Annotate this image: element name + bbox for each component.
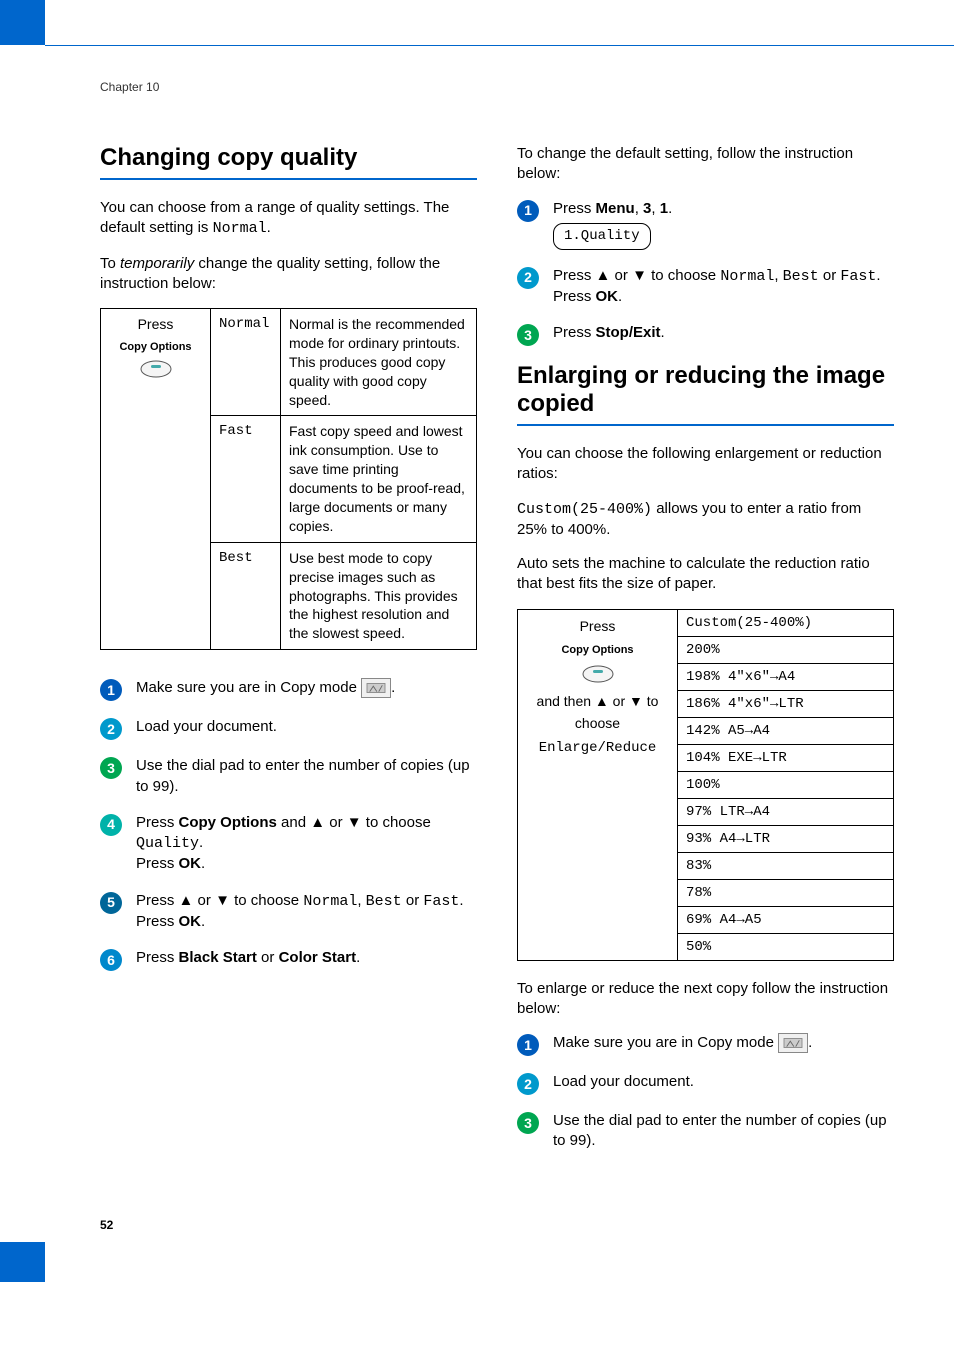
copy-mode-icon xyxy=(778,1033,808,1053)
chapter-label: Chapter 10 xyxy=(100,80,894,94)
step-number-3: 3 xyxy=(100,757,122,779)
step-number-1: 1 xyxy=(100,679,122,701)
copy-options-icon xyxy=(581,664,615,690)
step-text: Make sure you are in Copy mode xyxy=(136,679,361,696)
ratio-value: 83% xyxy=(678,852,894,879)
mode-desc: Normal is the recommended mode for ordin… xyxy=(281,309,477,416)
step-number-1: 1 xyxy=(517,200,539,222)
quality-table: Press Copy Options Normal Normal is the … xyxy=(100,308,477,650)
right-intro: To change the default setting, follow th… xyxy=(517,144,894,185)
rstep-1: 1 Press Menu, 3, 1. 1.Quality xyxy=(517,199,894,250)
ratio-value: 69% A4→A5 xyxy=(678,906,894,933)
step-text: Press Copy Options and ▲ or ▼ to choose … xyxy=(136,813,477,875)
step-5: 5 Press ▲ or ▼ to choose Normal, Best or… xyxy=(100,891,477,933)
ratio-value: 186% 4"x6"→LTR xyxy=(678,690,894,717)
step-6: 6 Press Black Start or Color Start. xyxy=(100,948,477,971)
ratio-table: Press Copy Options and then ▲ or ▼ to ch… xyxy=(517,609,894,961)
sidebar-accent-top xyxy=(0,0,45,45)
ratio-value: 97% LTR→A4 xyxy=(678,798,894,825)
rstep-2: 2 Press ▲ or ▼ to choose Normal, Best or… xyxy=(517,266,894,308)
ratio-value: 93% A4→LTR xyxy=(678,825,894,852)
step-text: Press Black Start or Color Start. xyxy=(136,948,360,968)
copy-mode-icon xyxy=(361,678,391,698)
step-number-6: 6 xyxy=(100,949,122,971)
text: You can choose the following enlargement… xyxy=(517,444,894,485)
press-label: Press xyxy=(580,618,616,634)
heading-rule xyxy=(100,178,477,180)
mode-name: Best xyxy=(211,542,281,649)
ratio-value: 198% 4"x6"→A4 xyxy=(678,663,894,690)
copy-options-label: Copy Options xyxy=(109,340,202,355)
text: You can choose from a range of quality s… xyxy=(100,199,449,236)
mode-desc: Fast copy speed and lowest ink consumpti… xyxy=(281,416,477,542)
heading-changing-copy-quality: Changing copy quality xyxy=(100,144,477,172)
step-3: 3 Use the dial pad to enter the number o… xyxy=(100,756,477,797)
ratio-value: 142% A5→A4 xyxy=(678,717,894,744)
mode-desc: Use best mode to copy precise images suc… xyxy=(281,542,477,649)
step-2: 2 Load your document. xyxy=(100,717,477,740)
text: To xyxy=(100,255,120,272)
ratio-value: 100% xyxy=(678,771,894,798)
andthen: and then ▲ or ▼ to choose xyxy=(537,693,659,731)
copy-options-icon xyxy=(139,359,173,384)
step-number-3: 3 xyxy=(517,1112,539,1134)
text: Custom(25-400%) allows you to enter a ra… xyxy=(517,499,894,541)
enlarge-reduce-label: Enlarge/Reduce xyxy=(539,740,657,756)
ratio-value: 78% xyxy=(678,879,894,906)
ratio-press-cell: Press Copy Options and then ▲ or ▼ to ch… xyxy=(518,609,678,960)
bstep-3: 3 Use the dial pad to enter the number o… xyxy=(517,1111,894,1152)
mode-name: Normal xyxy=(211,309,281,416)
emphasis: temporarily xyxy=(120,255,194,272)
step-4: 4 Press Copy Options and ▲ or ▼ to choos… xyxy=(100,813,477,875)
step-number-2: 2 xyxy=(517,267,539,289)
press-cell: Press Copy Options xyxy=(101,309,211,650)
step-text: Use the dial pad to enter the number of … xyxy=(136,756,477,797)
step-number-3: 3 xyxy=(517,324,539,346)
intro-paragraph-1: You can choose from a range of quality s… xyxy=(100,198,477,240)
press-label: Press xyxy=(138,316,174,332)
ratio-value: 104% EXE→LTR xyxy=(678,744,894,771)
mode-name: Fast xyxy=(211,416,281,542)
default-mode: Normal xyxy=(213,220,267,237)
intro-paragraph-2: To temporarily change the quality settin… xyxy=(100,254,477,295)
ratio-value: 200% xyxy=(678,636,894,663)
step-text: Use the dial pad to enter the number of … xyxy=(553,1111,894,1152)
copy-options-label: Copy Options xyxy=(561,644,633,656)
step-text: Press Stop/Exit. xyxy=(553,323,665,343)
step-text: Make sure you are in Copy mode xyxy=(553,1034,778,1051)
sidebar-accent-bottom xyxy=(0,1242,45,1282)
step-number-2: 2 xyxy=(100,718,122,740)
heading-enlarge-reduce: Enlarging or reducing the image copied xyxy=(517,362,894,418)
step-number-4: 4 xyxy=(100,814,122,836)
page-number: 52 xyxy=(100,1218,894,1232)
step-number-2: 2 xyxy=(517,1073,539,1095)
text: . xyxy=(267,219,271,236)
step-text: Press ▲ or ▼ to choose Normal, Best or F… xyxy=(553,266,894,308)
step-number-1: 1 xyxy=(517,1034,539,1056)
step-1: 1 Make sure you are in Copy mode . xyxy=(100,678,477,701)
bstep-2: 2 Load your document. xyxy=(517,1072,894,1095)
step-number-5: 5 xyxy=(100,892,122,914)
rstep-3: 3 Press Stop/Exit. xyxy=(517,323,894,346)
heading-rule xyxy=(517,424,894,426)
text: Auto sets the machine to calculate the r… xyxy=(517,554,894,595)
lcd-display: 1.Quality xyxy=(553,223,651,250)
step-text: Load your document. xyxy=(136,717,277,737)
ratio-value: 50% xyxy=(678,933,894,960)
follow-text: To enlarge or reduce the next copy follo… xyxy=(517,979,894,1020)
bstep-1: 1 Make sure you are in Copy mode . xyxy=(517,1033,894,1056)
ratio-value: Custom(25-400%) xyxy=(678,609,894,636)
page-top-rule xyxy=(45,45,954,46)
step-text: Press ▲ or ▼ to choose Normal, Best or F… xyxy=(136,891,477,933)
step-text: Press Menu, 3, 1. 1.Quality xyxy=(553,199,672,250)
step-text: Load your document. xyxy=(553,1072,694,1092)
